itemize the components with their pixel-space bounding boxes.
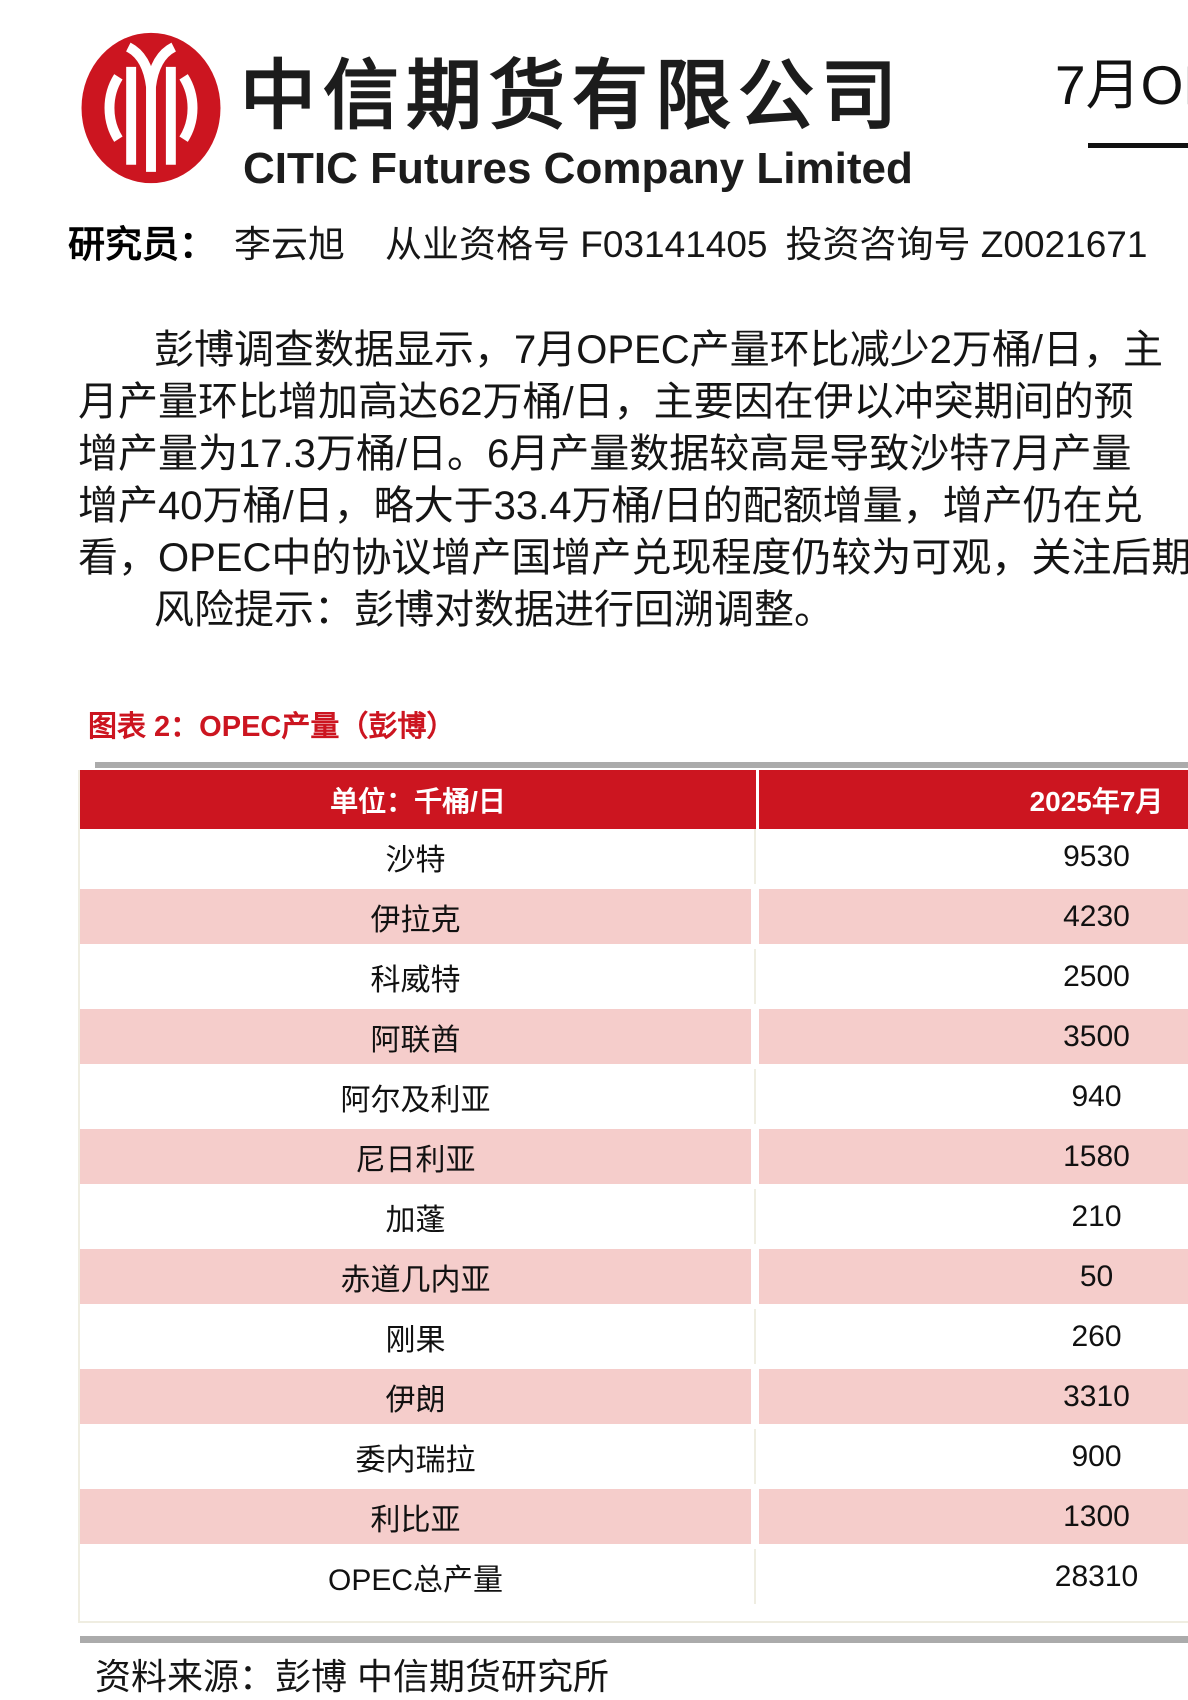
doc-title-partial: 7月OP: [1055, 54, 1188, 116]
column-divider: [751, 1309, 759, 1364]
table-row: OPEC总产量 28310: [80, 1549, 1188, 1604]
citic-logo: [81, 32, 221, 184]
country-cell: 阿尔及利亚: [340, 1083, 491, 1117]
column-divider: [751, 1489, 759, 1544]
table-row: 刚果 260: [80, 1309, 1188, 1364]
column-divider: [751, 889, 759, 944]
paragraph-line: 增产量为17.3万桶/日。6月产量数据较高是导致沙特7月产量: [78, 432, 1132, 476]
table-header-period: 2025年7月: [1029, 785, 1164, 817]
country-cell: 伊拉克: [370, 903, 461, 937]
researcher-name: 李云旭: [234, 224, 345, 265]
value-cell: 900: [1071, 1439, 1122, 1473]
value-cell: 2500: [1063, 959, 1130, 993]
country-cell: 加蓬: [385, 1203, 446, 1237]
table-row: 伊朗 3310: [80, 1369, 1188, 1424]
table-header-row: 单位：千桶/日 2025年7月: [80, 770, 1188, 829]
country-cell: 刚果: [385, 1323, 446, 1357]
value-cell: 4230: [1063, 899, 1130, 933]
paragraph-line: 增产40万桶/日，略大于33.4万桶/日的配额增量，增产仍在兑: [78, 484, 1143, 528]
column-divider: [751, 1129, 759, 1184]
doc-title-underline: [1088, 143, 1188, 148]
value-cell: 28310: [1054, 1559, 1139, 1593]
table-row: 委内瑞拉 900: [80, 1429, 1188, 1484]
country-cell: 赤道几内亚: [340, 1263, 491, 1297]
column-divider: [751, 1369, 759, 1424]
risk-note: 风险提示：彭博对数据进行回溯调整。: [154, 588, 834, 632]
table-row: 赤道几内亚 50: [80, 1249, 1188, 1304]
table-row: 利比亚 1300: [80, 1489, 1188, 1544]
country-cell: 利比亚: [370, 1503, 461, 1537]
researcher-label: 研究员：: [68, 224, 216, 265]
researcher-qualification: 从业资格号 F03141405: [385, 224, 768, 265]
table-row: 尼日利亚 1580: [80, 1129, 1188, 1184]
column-divider: [751, 1549, 759, 1604]
country-cell: 科威特: [370, 963, 461, 997]
column-divider: [751, 1069, 759, 1124]
source-note: 资料来源：彭博 中信期货研究所: [95, 1656, 610, 1697]
table-row: 加蓬 210: [80, 1189, 1188, 1244]
value-cell: 210: [1071, 1199, 1122, 1233]
country-cell: OPEC总产量: [327, 1563, 504, 1597]
column-divider: [751, 949, 759, 1004]
paragraph-line: 彭博调查数据显示，7月OPEC产量环比减少2万桶/日，主: [154, 328, 1163, 372]
table-row: 伊拉克 4230: [80, 889, 1188, 944]
table-row: 科威特 2500: [80, 949, 1188, 1004]
value-cell: 9530: [1063, 839, 1130, 873]
paragraph-line: 月产量环比增加高达62万桶/日，主要因在伊以冲突期间的预: [78, 380, 1134, 424]
paragraph-line: 看，OPEC中的协议增产国增产兑现程度仍较为可观，关注后期: [78, 536, 1188, 580]
country-cell: 伊朗: [385, 1383, 446, 1417]
column-divider: [751, 1009, 759, 1064]
table-header-unit: 单位：千桶/日: [330, 785, 506, 817]
value-cell: 1300: [1063, 1499, 1130, 1533]
value-cell: 940: [1071, 1079, 1122, 1113]
value-cell: 260: [1071, 1319, 1122, 1353]
country-cell: 委内瑞拉: [355, 1443, 476, 1477]
company-name-cn: 中信期货有限公司: [240, 55, 904, 139]
value-cell: 3310: [1063, 1379, 1130, 1413]
country-cell: 阿联酋: [370, 1023, 461, 1057]
table-body: 沙特 9530 伊拉克 4230 科威特 2500 阿联酋 3500 阿尔及利亚 940 尼日利亚 1…: [80, 829, 1188, 1604]
table-top-bar: [95, 762, 1188, 768]
country-cell: 沙特: [385, 843, 446, 877]
column-divider: [751, 1249, 759, 1304]
opec-production-table: 单位：千桶/日 2025年7月 沙特 9530 伊拉克 4230 科威特 2500 阿联酋 3…: [78, 770, 1188, 1623]
company-name-en: CITIC Futures Company Limited: [243, 144, 913, 193]
column-divider: [751, 1189, 759, 1244]
value-cell: 1580: [1063, 1139, 1130, 1173]
table-row: 阿尔及利亚 940: [80, 1069, 1188, 1124]
table-row: 沙特 9530: [80, 829, 1188, 884]
column-divider: [751, 1429, 759, 1484]
researcher-line: 研究员： 李云旭 从业资格号 F03141405 投资咨询号 Z0021671: [68, 214, 1147, 268]
value-cell: 50: [1079, 1259, 1114, 1293]
footer-bar: [80, 1636, 1188, 1643]
value-cell: 3500: [1063, 1019, 1130, 1053]
researcher-advisory: 投资咨询号 Z0021671: [785, 224, 1148, 265]
column-divider: [756, 770, 759, 829]
column-divider: [751, 829, 759, 884]
country-cell: 尼日利亚: [355, 1143, 476, 1177]
body-paragraph: 彭博调查数据显示，7月OPEC产量环比减少2万桶/日，主 月产量环比增加高达62…: [78, 324, 1188, 636]
table-caption: 图表 2：OPEC产量（彭博）: [88, 711, 456, 743]
table-row: 阿联酋 3500: [80, 1009, 1188, 1064]
